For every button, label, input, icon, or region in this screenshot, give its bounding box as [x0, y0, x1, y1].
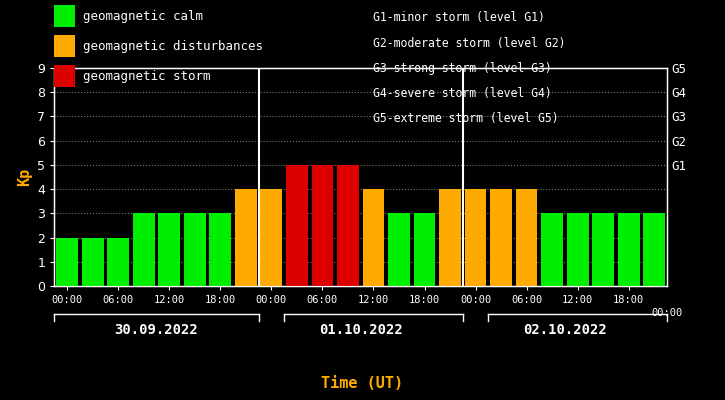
Bar: [643, 213, 665, 286]
Text: G1-minor storm (level G1): G1-minor storm (level G1): [373, 12, 545, 24]
Bar: [133, 213, 154, 286]
Bar: [592, 213, 614, 286]
Bar: [439, 189, 461, 286]
Bar: [388, 213, 410, 286]
Text: geomagnetic calm: geomagnetic calm: [83, 10, 204, 23]
Bar: [362, 189, 384, 286]
Bar: [57, 238, 78, 286]
Bar: [490, 189, 512, 286]
Bar: [235, 189, 257, 286]
Bar: [107, 238, 129, 286]
Bar: [618, 213, 639, 286]
Bar: [286, 165, 307, 286]
Bar: [515, 189, 537, 286]
Text: Time (UT): Time (UT): [321, 376, 404, 392]
Bar: [567, 213, 589, 286]
Text: G2-moderate storm (level G2): G2-moderate storm (level G2): [373, 37, 566, 50]
Bar: [158, 213, 180, 286]
Bar: [465, 189, 486, 286]
Text: geomagnetic storm: geomagnetic storm: [83, 70, 211, 83]
Bar: [337, 165, 359, 286]
Text: G5-extreme storm (level G5): G5-extreme storm (level G5): [373, 112, 559, 125]
Text: 00:00: 00:00: [651, 308, 683, 318]
Text: geomagnetic disturbances: geomagnetic disturbances: [83, 40, 263, 53]
Text: G4-severe storm (level G4): G4-severe storm (level G4): [373, 87, 552, 100]
Bar: [184, 213, 206, 286]
Y-axis label: Kp: Kp: [17, 168, 32, 186]
Text: 30.09.2022: 30.09.2022: [115, 323, 199, 337]
Bar: [542, 213, 563, 286]
Bar: [260, 189, 282, 286]
Text: G3-strong storm (level G3): G3-strong storm (level G3): [373, 62, 552, 75]
Bar: [210, 213, 231, 286]
Bar: [312, 165, 334, 286]
Text: 02.10.2022: 02.10.2022: [523, 323, 607, 337]
Bar: [414, 213, 435, 286]
Text: 01.10.2022: 01.10.2022: [319, 323, 402, 337]
Bar: [82, 238, 104, 286]
